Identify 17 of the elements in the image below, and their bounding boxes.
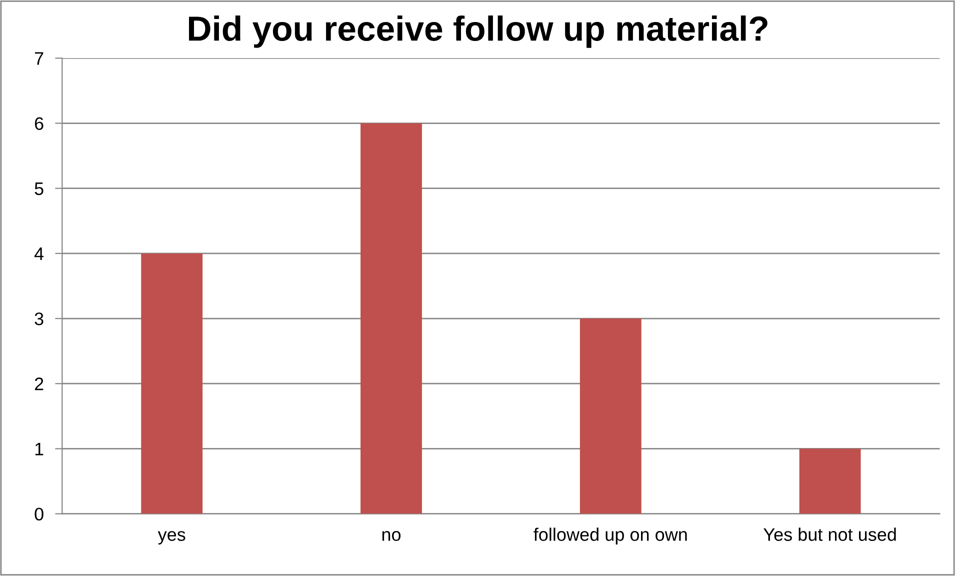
y-tick-label: 4 [34, 248, 44, 260]
x-tick-label: yes [158, 531, 186, 545]
bar [141, 253, 203, 514]
bar [799, 448, 861, 514]
y-tick-label: 6 [34, 117, 44, 130]
x-tick-label: no [382, 531, 401, 541]
x-tick-label: Yes but not used [764, 528, 896, 541]
y-tick-label: 2 [34, 378, 44, 390]
y-tick-label: 0 [34, 508, 44, 521]
y-tick-label: 7 [34, 52, 44, 65]
x-tick-label: followed up on own [534, 528, 687, 545]
chart-title: Did you receive follow up material? [188, 15, 768, 48]
bar [580, 318, 642, 514]
y-tick-label: 1 [35, 442, 44, 456]
y-tick-label: 3 [34, 312, 44, 326]
y-tick-label: 5 [34, 182, 44, 196]
bar [360, 123, 422, 514]
